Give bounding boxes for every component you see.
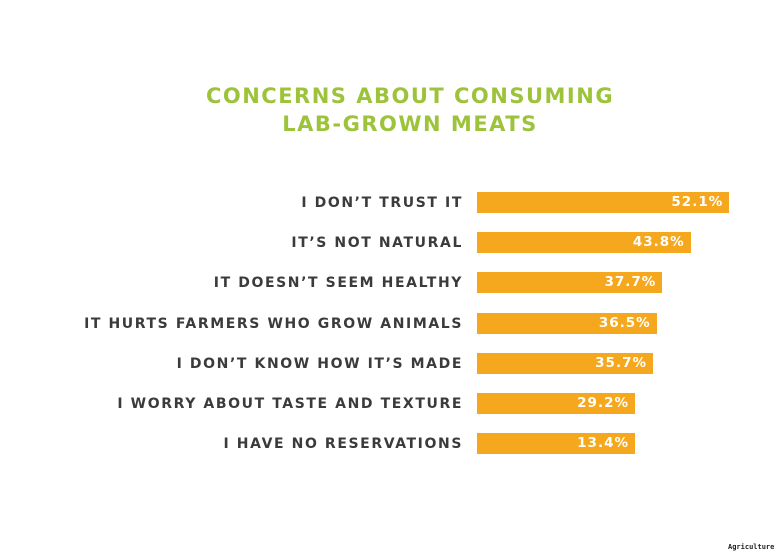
bar: 52.1% (477, 192, 730, 213)
data-label: 35.7% (595, 354, 647, 371)
source-label: Agriculture (728, 543, 775, 551)
bar: 13.4% (477, 433, 635, 455)
category-label: I WORRY ABOUT TASTE AND TEXTURE (117, 396, 463, 412)
bar: 43.8% (477, 232, 691, 254)
category-label: I DON’T TRUST IT (301, 195, 463, 211)
chart-title-line-1: CONCERNS ABOUT CONSUMING (205, 84, 615, 108)
bar: 36.5% (477, 312, 657, 334)
data-label: 13.4% (577, 435, 629, 452)
data-label: 29.2% (577, 395, 629, 411)
bar: 29.2% (477, 393, 635, 414)
chart-title-line-2: LAB-GROWN MEATS (282, 112, 538, 136)
data-label: 43.8% (632, 234, 685, 251)
bar: 37.7% (477, 272, 663, 294)
category-label: I HAVE NO RESERVATIONS (223, 436, 463, 453)
bar: 35.7% (477, 352, 653, 374)
data-label: 37.7% (604, 274, 657, 291)
category-label: IT’S NOT NATURAL (291, 235, 463, 252)
category-label: IT HURTS FARMERS WHO GROW ANIMALS (84, 315, 463, 332)
category-label: I DON’T KNOW HOW IT’S MADE (176, 355, 463, 372)
data-label: 36.5% (598, 314, 651, 331)
category-label: IT DOESN’T SEEM HEALTHY (213, 275, 463, 292)
data-label: 52.1% (671, 194, 724, 210)
